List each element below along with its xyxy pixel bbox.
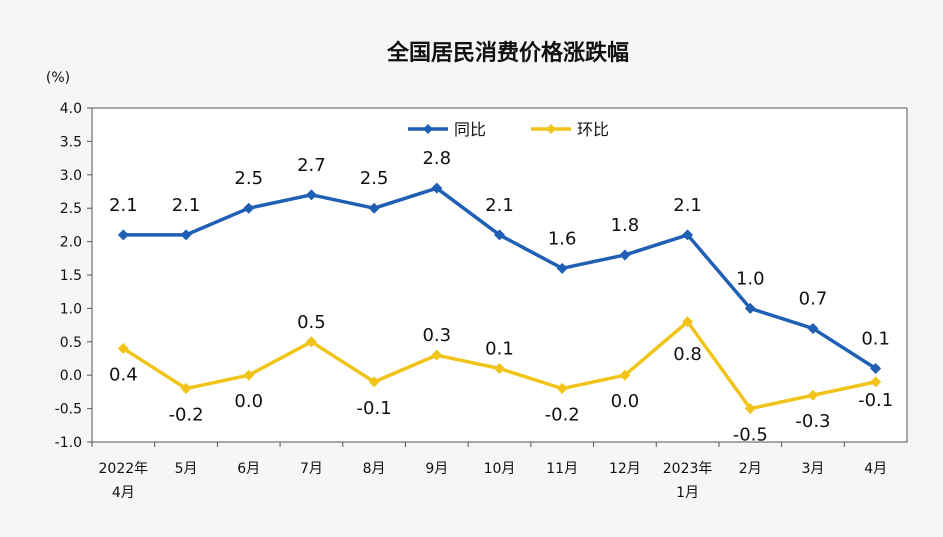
data-label: 0.1 <box>861 329 890 350</box>
x-tick-label: 8月 <box>363 461 386 477</box>
x-tick-label: 6月 <box>237 461 260 477</box>
series-0-point <box>619 249 631 261</box>
x-tick-label: 9月 <box>425 461 448 477</box>
series-1-point <box>243 369 255 381</box>
data-label: 2.1 <box>485 195 514 216</box>
series-0-point <box>117 229 129 241</box>
y-tick-label: 1.0 <box>60 301 82 317</box>
data-label: 0.3 <box>422 325 451 346</box>
y-tick-label: -1.0 <box>55 435 82 451</box>
y-tick-label: 2.0 <box>60 235 82 251</box>
series-0-point <box>243 202 255 214</box>
data-label: 0.1 <box>485 339 514 360</box>
series-1-point <box>494 363 505 375</box>
legend-marker-0 <box>423 124 433 134</box>
y-tick-label: 4.0 <box>60 101 82 117</box>
series-0-point <box>368 202 380 214</box>
data-label: 2.7 <box>297 155 326 176</box>
data-label: 1.6 <box>548 228 577 249</box>
series-1-point <box>619 369 631 381</box>
series-0-point <box>556 262 568 274</box>
series-0-point <box>494 229 505 241</box>
series-1-point <box>180 383 192 395</box>
y-tick-label: 0.5 <box>60 335 82 351</box>
x-tick-label: 2022年 <box>99 461 149 477</box>
legend-label: 同比 <box>454 120 486 139</box>
series-0-point <box>305 189 317 201</box>
series-1-point <box>556 383 568 395</box>
series-0-point <box>682 229 694 241</box>
series-1-point <box>744 403 756 415</box>
series-1-point <box>305 336 317 348</box>
data-label: -0.1 <box>858 390 893 411</box>
data-label: 1.8 <box>611 215 640 236</box>
x-tick-label: 5月 <box>175 461 198 477</box>
data-label: -0.3 <box>795 411 830 432</box>
data-label: 2.1 <box>109 195 138 216</box>
x-tick-label: 2月 <box>739 461 762 477</box>
y-tick-label: 0.0 <box>60 368 82 384</box>
series-1-point <box>682 316 694 328</box>
series-0-point <box>744 302 756 314</box>
data-label: -0.5 <box>733 425 768 446</box>
data-label: 0.0 <box>234 391 263 412</box>
series-1-point <box>431 349 443 361</box>
legend-label: 环比 <box>577 120 609 139</box>
x-tick-label: 11月 <box>546 461 578 477</box>
data-label: 2.5 <box>360 168 389 189</box>
data-label: 2.1 <box>673 195 702 216</box>
x-tick-label: 7月 <box>300 461 323 477</box>
data-label: 1.0 <box>736 268 765 289</box>
series-0-point <box>431 182 443 194</box>
y-tick-label: 3.5 <box>60 134 82 150</box>
data-label: 0.7 <box>799 288 828 309</box>
x-tick-label: 12月 <box>609 461 641 477</box>
data-label: 0.4 <box>109 364 138 385</box>
data-label: -0.2 <box>168 405 203 426</box>
data-label: 2.8 <box>422 148 451 169</box>
series-layer: 2.1 2.1 2.5 2.7 2.5 2.8 2.1 1.6 1.8 2.1 1.0 0.7 0.1 0… <box>109 148 893 445</box>
series-1-point <box>368 376 380 388</box>
data-label: 2.1 <box>172 195 201 216</box>
x-tick-label: 2023年 <box>663 461 713 477</box>
y-axis: 4.0 3.5 3.0 2.5 2.0 1.5 1.0 0.5 0.0 -0.5 -1.0 <box>55 101 92 451</box>
y-tick-label: 3.0 <box>60 168 82 184</box>
x-tick-label: 3月 <box>802 461 825 477</box>
series-0-point <box>180 229 192 241</box>
legend: 同比 环比 <box>408 120 609 139</box>
y-tick-label: -0.5 <box>55 402 82 418</box>
series-1-point <box>117 342 129 354</box>
legend-marker-1 <box>546 124 556 134</box>
x-axis: 2022年 4月 5月 6月 7月 8月 9月 10月 11月 12月 2023年 1月 2月 3月 4月 <box>91 442 887 501</box>
data-label: -0.1 <box>357 398 392 419</box>
y-tick-label: 1.5 <box>60 268 82 284</box>
data-label: 0.5 <box>297 312 326 333</box>
series-1-point <box>807 389 819 401</box>
data-label: 0.0 <box>611 391 640 412</box>
series-0-point <box>807 322 819 334</box>
series-1-point <box>870 376 882 388</box>
x-tick-label: 4月 <box>112 485 135 501</box>
series-0-point <box>870 363 882 375</box>
data-label: 0.8 <box>673 344 702 365</box>
chart-title: 全国居民消费价格涨跌幅 <box>386 40 629 66</box>
y-tick-label: 2.5 <box>60 201 82 217</box>
y-axis-unit: (%) <box>46 70 70 86</box>
x-tick-label: 4月 <box>864 461 887 477</box>
x-tick-label: 1月 <box>676 485 699 501</box>
data-label: 2.5 <box>234 168 263 189</box>
data-label: -0.2 <box>545 405 580 426</box>
plot-area <box>91 107 908 443</box>
x-tick-label: 10月 <box>484 461 516 477</box>
